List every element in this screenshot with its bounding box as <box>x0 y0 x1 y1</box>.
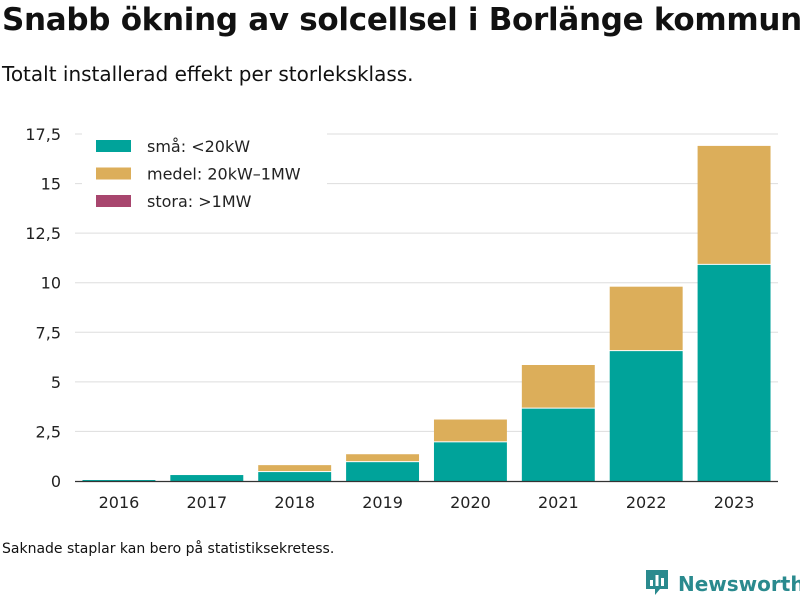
x-tick-label: 2020 <box>450 493 491 512</box>
bar-segment <box>346 454 420 462</box>
legend-label: små: <20kW <box>147 137 250 156</box>
legend-swatch <box>96 167 131 180</box>
x-tick-label: 2017 <box>186 493 227 512</box>
y-tick-label: 7,5 <box>36 323 61 342</box>
x-tick-label: 2023 <box>714 493 755 512</box>
legend-swatch <box>96 195 131 207</box>
bar-segment <box>346 462 420 481</box>
brand-name: Newsworthy <box>678 572 800 596</box>
bar-segment <box>609 286 683 351</box>
stacked-bar-chart: 0 2,5 5 7,5 10 12,5 15 17,5 2016 2017 2018 2019 2020… <box>25 125 778 512</box>
y-tick-label: 10 <box>41 274 61 293</box>
bars <box>82 145 771 481</box>
brand-logo[interactable]: Newsworthy <box>644 568 800 600</box>
bar-segment <box>521 408 595 481</box>
x-tick-label: 2022 <box>626 493 667 512</box>
legend-swatch <box>96 140 131 152</box>
bar-segment <box>258 465 332 472</box>
axes: 0 2,5 5 7,5 10 12,5 15 17,5 2016 2017 2018 2019 2020… <box>25 125 778 512</box>
legend: små: <20kW medel: 20kW–1MW stora: >1MW <box>82 127 327 215</box>
bar-chart-logo-icon <box>644 567 670 601</box>
legend-label: medel: 20kW–1MW <box>147 165 301 184</box>
x-tick-label: 2016 <box>99 493 140 512</box>
bar-segment <box>82 480 156 481</box>
bar-segment <box>433 419 507 442</box>
bar-segment <box>433 442 507 481</box>
x-tick-label: 2018 <box>274 493 315 512</box>
bar-segment <box>521 365 595 408</box>
y-tick-label: 12,5 <box>25 224 61 243</box>
chart-subtitle: Totalt installerad effekt per storlekskl… <box>2 62 414 86</box>
x-tick-label: 2019 <box>362 493 403 512</box>
y-tick-label: 15 <box>41 175 61 194</box>
bar-segment <box>609 351 683 481</box>
y-tick-label: 5 <box>51 373 61 392</box>
footnote: Saknade staplar kan bero på statistiksek… <box>2 541 335 557</box>
x-tick-label: 2021 <box>538 493 579 512</box>
y-tick-label: 17,5 <box>25 125 61 144</box>
chart-title: Snabb ökning av solcellsel i Borlänge ko… <box>2 2 800 38</box>
bar-segment <box>170 475 244 481</box>
legend-label: stora: >1MW <box>147 192 252 211</box>
y-tick-label: 0 <box>51 472 61 491</box>
bar-segment <box>697 145 771 264</box>
y-tick-label: 2,5 <box>36 422 61 441</box>
bar-segment <box>697 264 771 481</box>
bar-segment <box>258 472 332 481</box>
